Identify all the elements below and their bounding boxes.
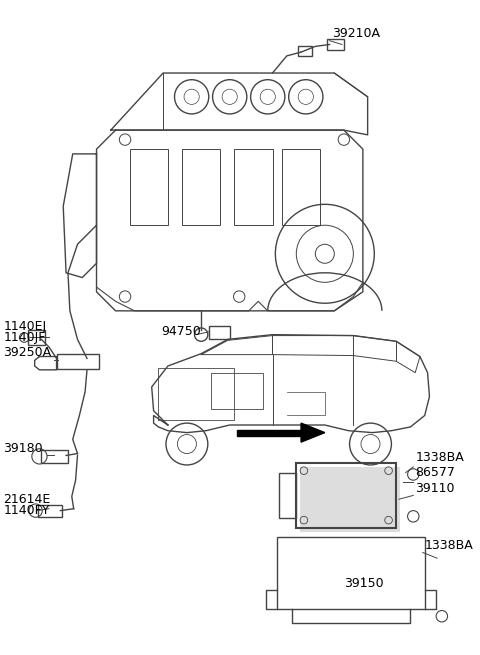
Bar — [234, 149, 273, 225]
Text: 94750: 94750 — [161, 325, 201, 337]
Bar — [28, 330, 45, 345]
Text: 39180: 39180 — [3, 441, 43, 455]
Text: 1140JF: 1140JF — [3, 331, 46, 345]
Text: 1140EJ: 1140EJ — [3, 320, 47, 333]
Bar — [298, 47, 312, 56]
Text: 39250A: 39250A — [3, 346, 51, 358]
Bar — [211, 373, 263, 409]
Bar — [279, 472, 296, 518]
Text: 39150: 39150 — [344, 577, 384, 590]
Text: 1338BA: 1338BA — [415, 451, 464, 464]
Text: 1140FY: 1140FY — [3, 504, 49, 517]
Bar — [300, 467, 400, 532]
Text: 1338BA: 1338BA — [425, 538, 473, 552]
Text: 86577: 86577 — [415, 466, 455, 479]
Bar — [37, 505, 62, 517]
Text: 21614E: 21614E — [3, 493, 50, 506]
Text: 39210A: 39210A — [333, 27, 381, 40]
Polygon shape — [301, 423, 325, 442]
Bar — [277, 537, 425, 608]
Bar — [130, 149, 168, 225]
Bar — [209, 326, 230, 339]
Bar — [327, 39, 344, 50]
Text: 39110: 39110 — [415, 481, 455, 495]
Bar — [41, 450, 68, 463]
Bar — [57, 354, 99, 369]
Bar — [282, 149, 320, 225]
Bar — [182, 149, 220, 225]
Bar — [158, 368, 234, 421]
Bar — [296, 463, 396, 528]
Polygon shape — [237, 430, 304, 436]
